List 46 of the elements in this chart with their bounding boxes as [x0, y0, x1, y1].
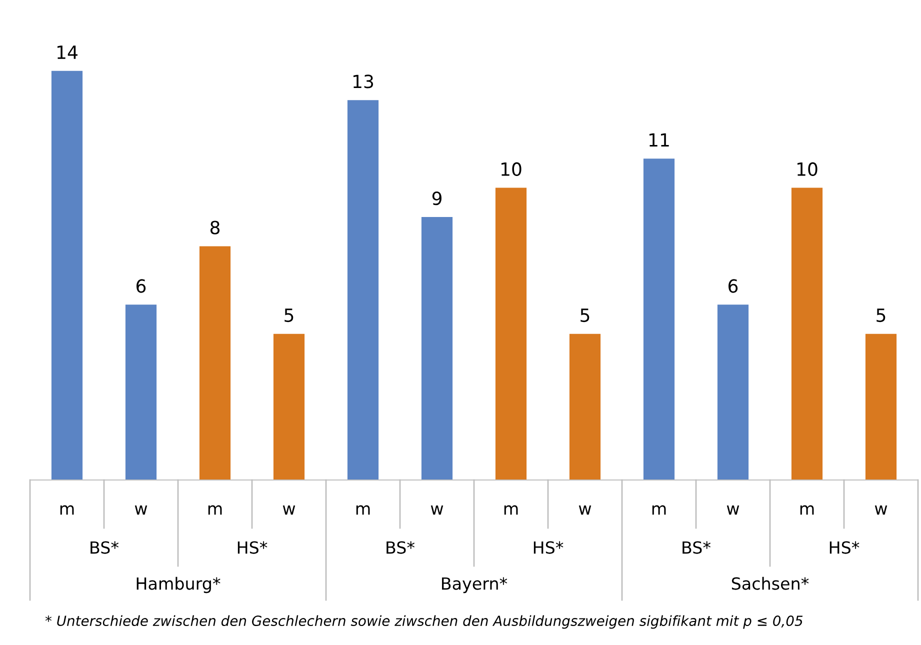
text: HS*: [238, 541, 268, 554]
data-label: 9: [432, 192, 442, 206]
text: BS*: [90, 541, 119, 554]
x-tick-label: w: [430, 505, 444, 515]
bar: [347, 100, 379, 480]
x-tick-label: w: [134, 505, 148, 515]
data-label: 10: [501, 162, 522, 176]
data-label: 6: [136, 279, 146, 293]
text: HS*: [534, 541, 564, 554]
text: * Unterschiede zwischen den Geschlechern sowie ziwschen den Ausbildungszweigen sigbifikant mit p ≤ 0,05: [45, 615, 803, 629]
bar: [865, 334, 897, 480]
text: BS*: [386, 541, 415, 554]
bar: [717, 304, 749, 480]
x-tick-label: m: [652, 505, 666, 515]
x-tick-label: m: [60, 505, 74, 515]
text: Sachsen*: [732, 576, 809, 590]
bar: [495, 188, 527, 480]
data-label: 13: [353, 74, 374, 88]
x-tick-label: w: [578, 505, 592, 515]
data-label: 11: [649, 133, 669, 146]
text: Hamburg*: [136, 576, 220, 594]
bar: [643, 158, 675, 480]
text: BS*: [682, 541, 711, 554]
data-label: 6: [728, 279, 738, 293]
x-tick-label: w: [726, 505, 740, 515]
bar: [421, 217, 453, 480]
x-tick-label: w: [282, 505, 296, 515]
data-label: 8: [210, 220, 220, 234]
x-tick-label: m: [800, 505, 814, 515]
text: HS*: [830, 541, 860, 554]
data-label: 5: [580, 308, 590, 322]
x-tick-label: m: [208, 505, 222, 515]
data-label: 5: [876, 308, 886, 322]
bar: [125, 304, 157, 480]
bar: [199, 246, 231, 480]
x-tick-label: m: [504, 505, 518, 515]
bar: [51, 70, 83, 480]
text: Bayern*: [442, 577, 508, 594]
x-tick-label: w: [874, 505, 888, 515]
data-label: 10: [797, 162, 818, 176]
data-label: 5: [284, 308, 294, 322]
bar: [273, 334, 305, 480]
x-tick-label: m: [356, 505, 370, 515]
data-label: 14: [57, 46, 78, 59]
bar: [569, 334, 601, 480]
bar: [791, 188, 823, 480]
